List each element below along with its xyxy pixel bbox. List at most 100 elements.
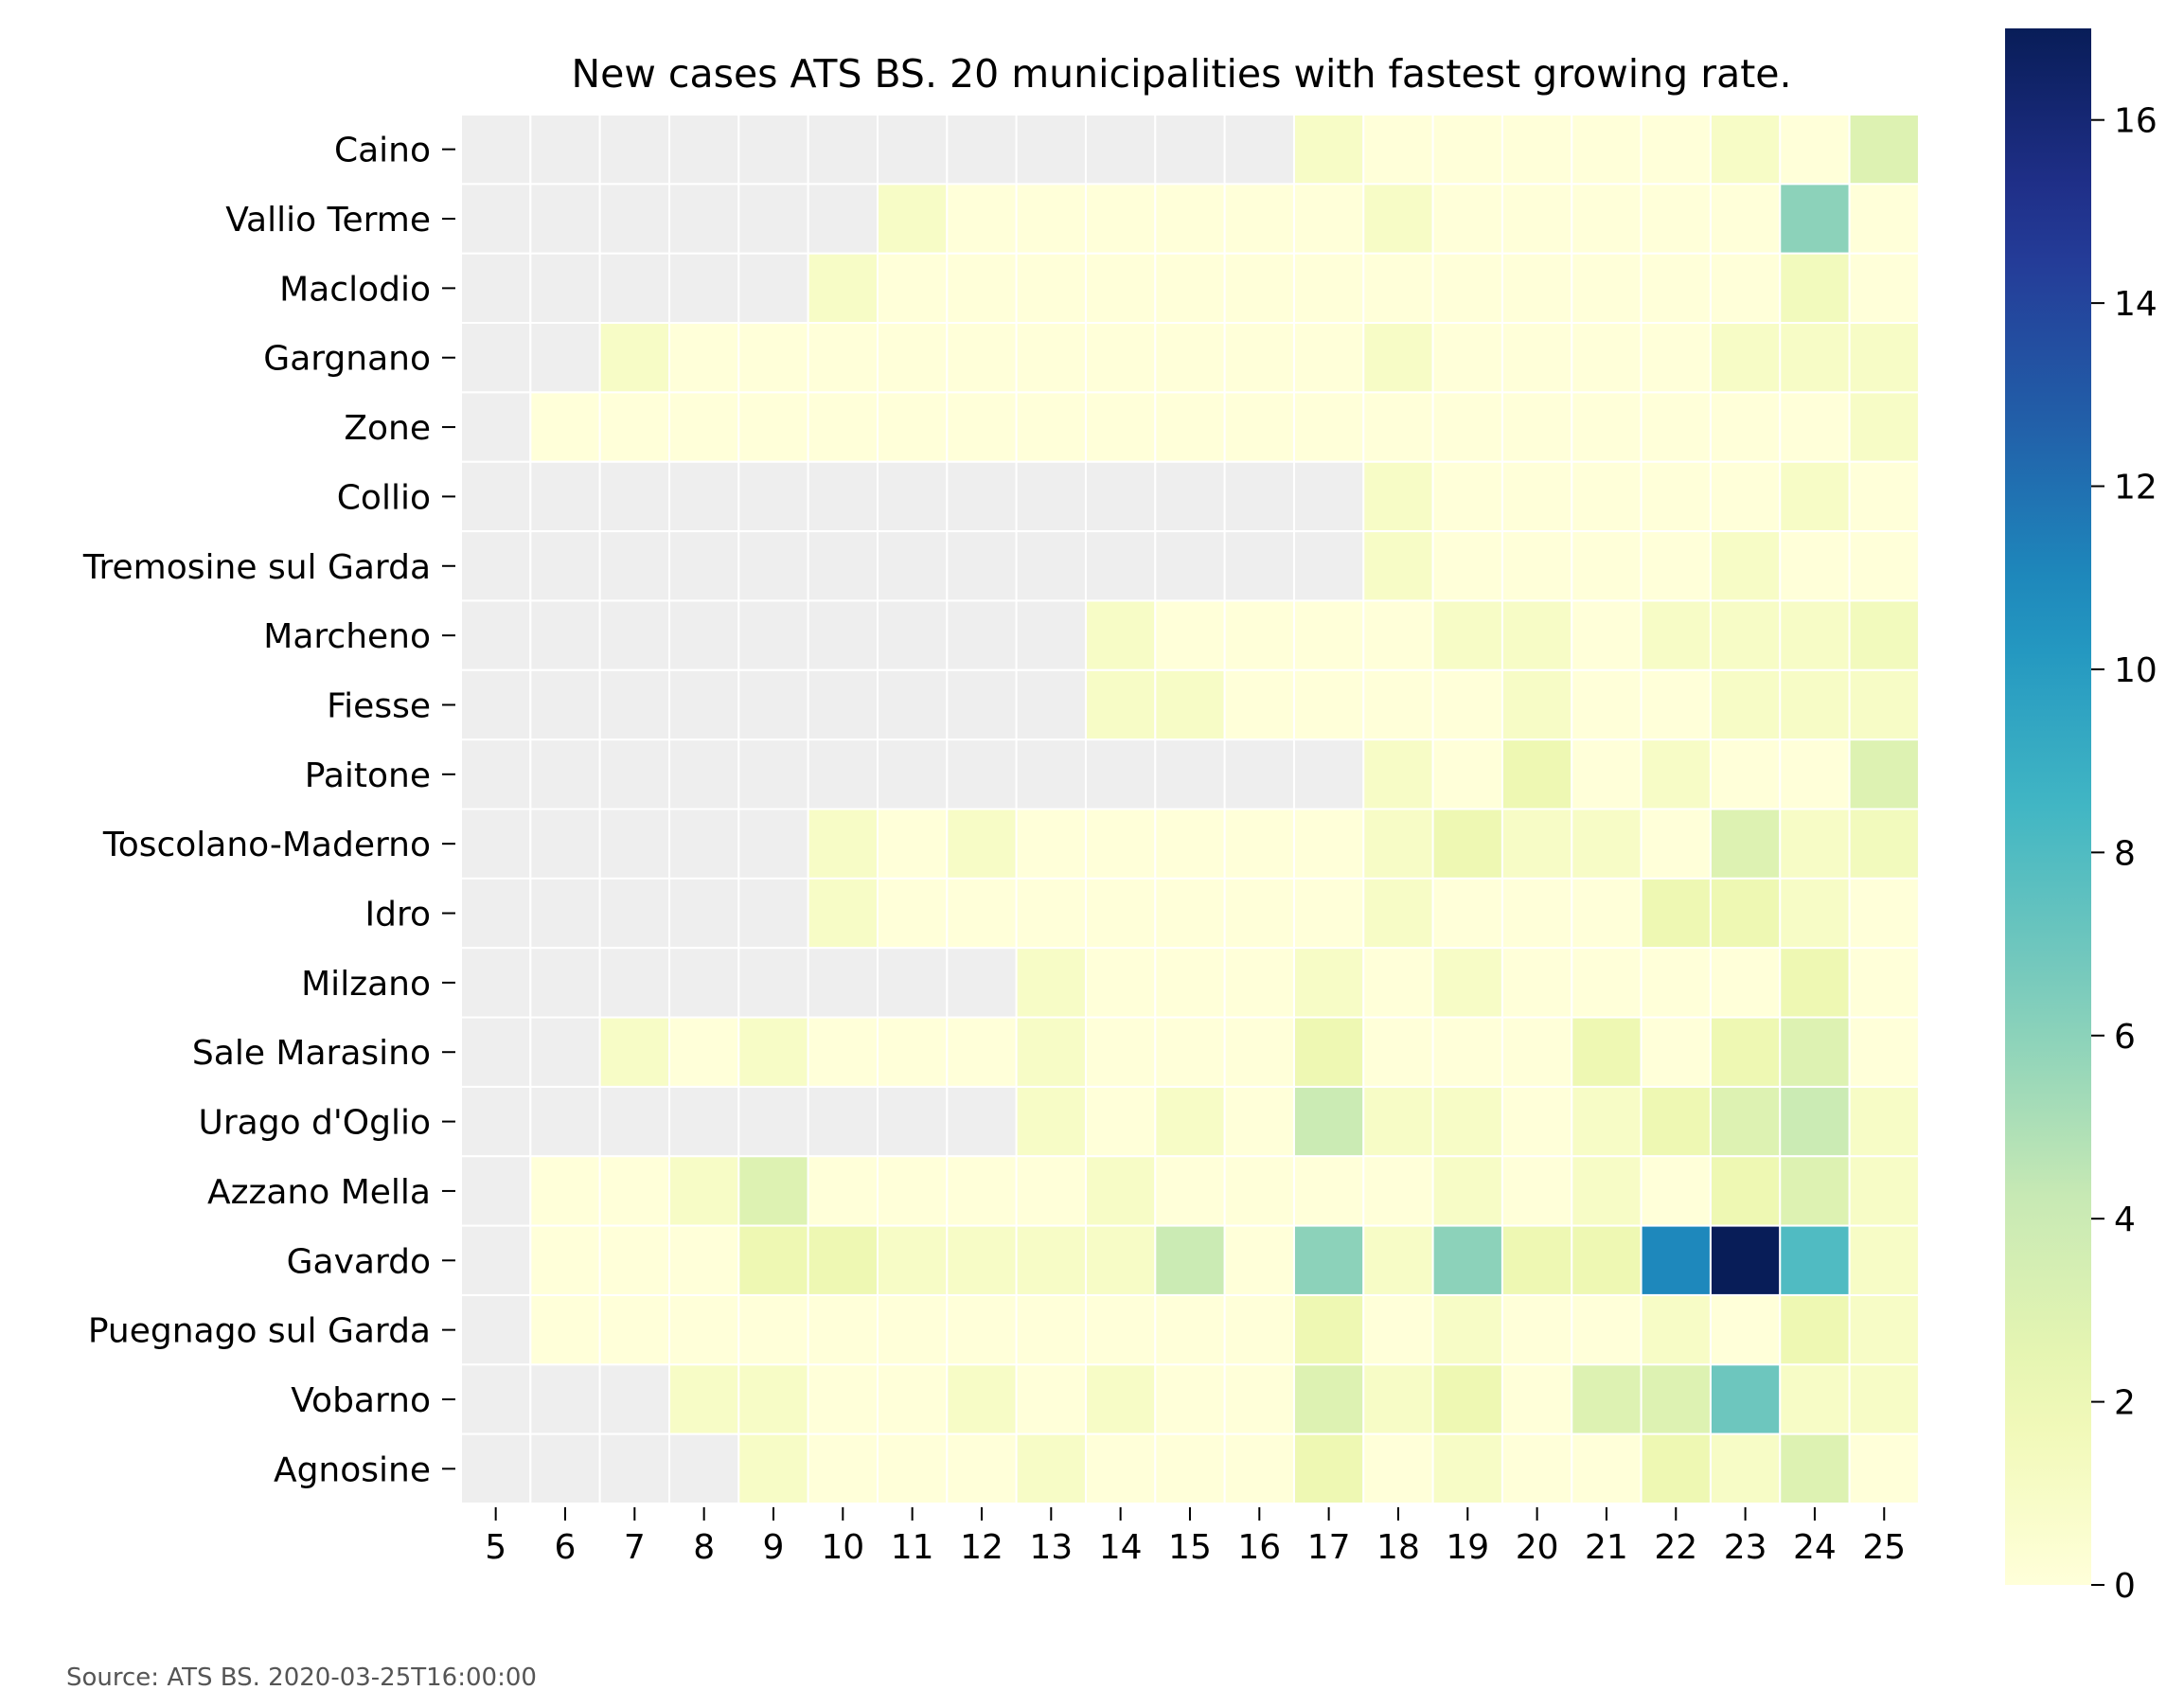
heatmap-cell — [1571, 114, 1642, 186]
heatmap-cell — [1500, 1293, 1573, 1366]
heatmap-cell — [1571, 599, 1642, 671]
heatmap-cell — [1223, 1363, 1295, 1435]
heatmap-cell — [667, 599, 740, 671]
heatmap-cell — [1015, 391, 1087, 463]
heatmap-cell — [460, 530, 532, 602]
heatmap-cell — [1292, 668, 1365, 741]
heatmap-cell — [1084, 947, 1157, 1019]
heatmap-cell — [876, 808, 949, 880]
heatmap-cell — [1709, 322, 1782, 394]
heatmap-cell — [946, 1432, 1018, 1505]
heatmap-cell — [1154, 183, 1226, 255]
heatmap-cell — [1500, 877, 1573, 950]
heatmap-cell — [1292, 183, 1365, 255]
heatmap-cell — [1640, 738, 1712, 810]
row-label: Sale Marasino — [192, 1034, 431, 1073]
heatmap-cell — [1500, 668, 1573, 741]
heatmap-cell — [598, 947, 670, 1019]
heatmap-cell — [1709, 252, 1782, 325]
heatmap-cell — [1848, 668, 1920, 741]
heatmap-cell — [737, 1293, 809, 1366]
heatmap-cell — [1779, 183, 1851, 255]
heatmap-cell — [1084, 808, 1157, 880]
heatmap-cell — [1640, 808, 1712, 880]
row-label: Agnosine — [274, 1450, 431, 1489]
heatmap-cell — [1292, 1293, 1365, 1366]
heatmap-cell — [946, 114, 1018, 186]
heatmap-cell — [1292, 1085, 1365, 1158]
heatmap-cell — [737, 877, 809, 950]
heatmap-cell — [807, 1293, 879, 1366]
heatmap-cell — [1292, 738, 1365, 810]
heatmap-cell — [1084, 391, 1157, 463]
column-label: 15 — [1168, 1528, 1212, 1567]
heatmap-cell — [1223, 877, 1295, 950]
heatmap-cell — [667, 1155, 740, 1227]
heatmap-cell — [1084, 530, 1157, 602]
heatmap-cell — [1848, 391, 1920, 463]
heatmap-cell — [1362, 114, 1434, 186]
heatmap-cell — [1431, 668, 1503, 741]
heatmap-cell — [1500, 1363, 1573, 1435]
column-label: 24 — [1793, 1528, 1837, 1567]
heatmap-cell — [1015, 1155, 1087, 1227]
heatmap-cell — [737, 1085, 809, 1158]
heatmap-cell — [1709, 1085, 1782, 1158]
column-label: 20 — [1516, 1528, 1559, 1567]
heatmap-cell — [1084, 738, 1157, 810]
heatmap-cell — [1223, 808, 1295, 880]
heatmap-cell — [1362, 460, 1434, 533]
row-label: Milzano — [301, 965, 431, 1004]
heatmap-cell — [1223, 391, 1295, 463]
row-label: Paitone — [305, 756, 431, 795]
heatmap-cell — [1848, 947, 1920, 1019]
heatmap-cell — [737, 599, 809, 671]
heatmap-cell — [1640, 1155, 1712, 1227]
heatmap-cell — [876, 252, 949, 325]
heatmap-cell — [1500, 738, 1573, 810]
heatmap-cell — [529, 1155, 601, 1227]
heatmap-cell — [1779, 947, 1851, 1019]
heatmap-cell — [1431, 252, 1503, 325]
heatmap-cell — [1154, 530, 1226, 602]
heatmap-cell — [1015, 1293, 1087, 1366]
heatmap-cell — [1709, 530, 1782, 602]
heatmap-cell — [1362, 668, 1434, 741]
heatmap-cell — [1640, 252, 1712, 325]
heatmap-cell — [1362, 1085, 1434, 1158]
row-label: Tremosine sul Garda — [82, 548, 431, 587]
heatmap-cell — [667, 530, 740, 602]
heatmap-cell — [1154, 391, 1226, 463]
column-label: 6 — [555, 1528, 577, 1567]
heatmap-cell — [1292, 1224, 1365, 1296]
heatmap-cell — [1292, 460, 1365, 533]
heatmap-cell — [1362, 877, 1434, 950]
heatmap-cell — [529, 599, 601, 671]
heatmap-cell — [1640, 530, 1712, 602]
heatmap-cell — [1431, 1293, 1503, 1366]
heatmap-cell — [460, 1085, 532, 1158]
heatmap-cell — [1640, 391, 1712, 463]
heatmap-cell — [946, 391, 1018, 463]
heatmap-cell — [460, 1293, 532, 1366]
heatmap-cell — [737, 530, 809, 602]
heatmap-cell — [1431, 1432, 1503, 1505]
heatmap-cell — [946, 877, 1018, 950]
heatmap-cell — [1571, 1363, 1642, 1435]
heatmap-cell — [598, 1363, 670, 1435]
heatmap-cell — [460, 1432, 532, 1505]
heatmap-cell — [1500, 460, 1573, 533]
heatmap-cell — [876, 530, 949, 602]
heatmap-cell — [1571, 530, 1642, 602]
heatmap-cell — [529, 808, 601, 880]
heatmap-cell — [1362, 391, 1434, 463]
heatmap-cell — [1640, 1363, 1712, 1435]
heatmap-cell — [1431, 1016, 1503, 1088]
heatmap-cell — [1015, 947, 1087, 1019]
heatmap-cell — [1848, 877, 1920, 950]
heatmap-cell — [460, 252, 532, 325]
heatmap-cell — [1362, 183, 1434, 255]
row-label: Urago d'Oglio — [199, 1104, 432, 1143]
heatmap-cell — [737, 1016, 809, 1088]
